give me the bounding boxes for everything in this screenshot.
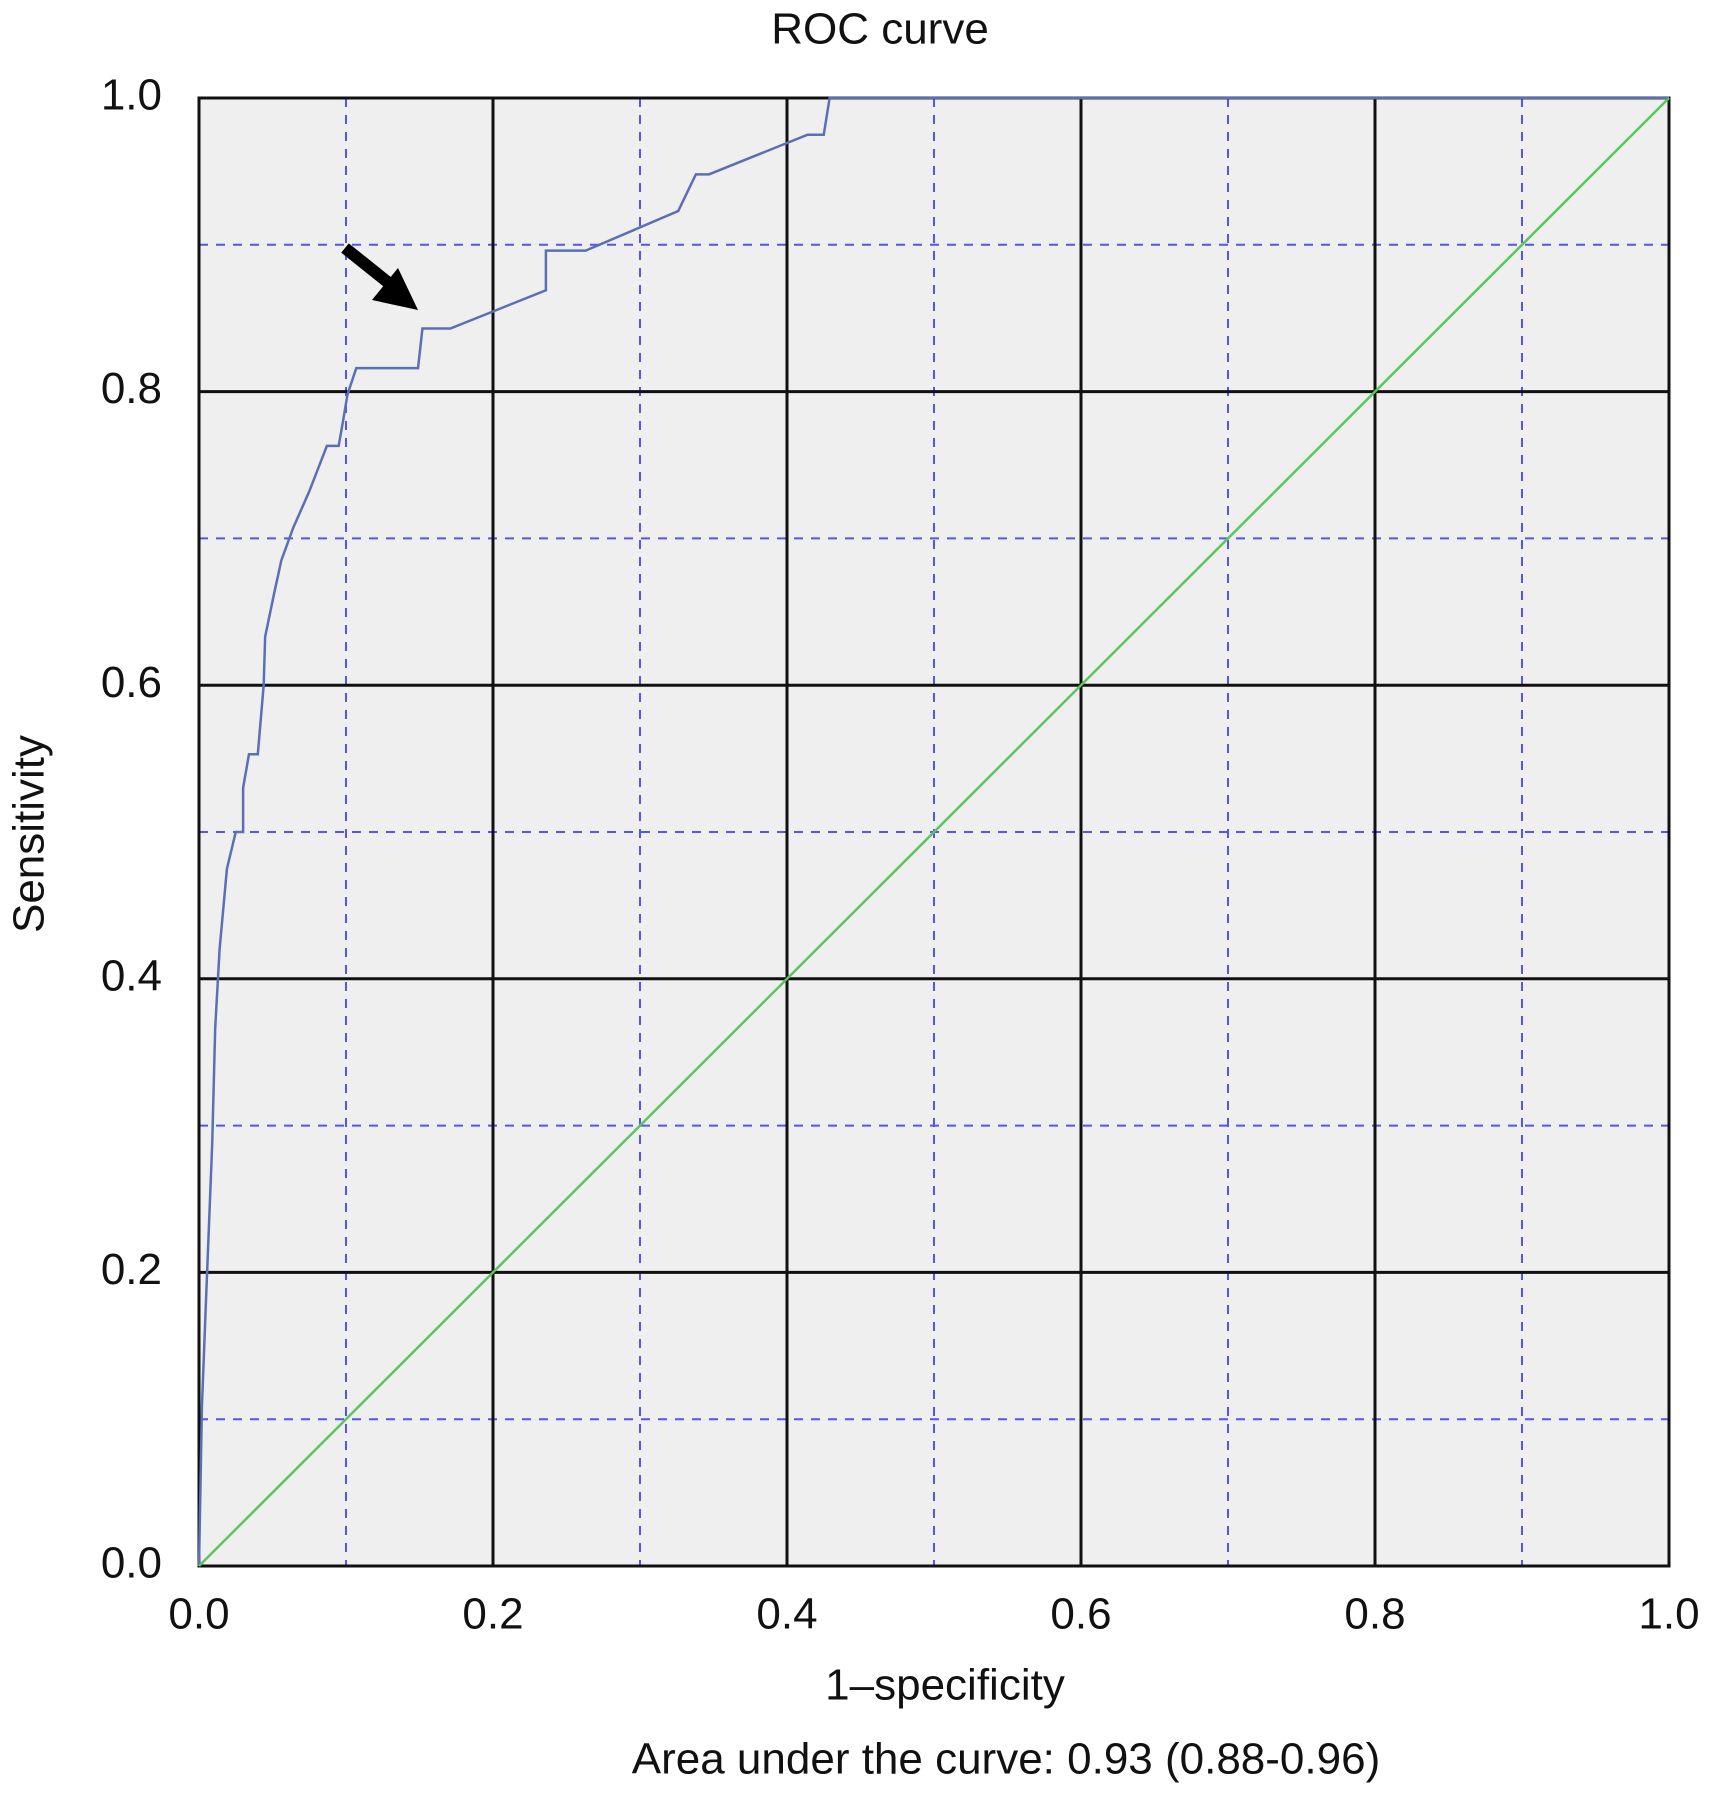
- x-tick-label: 0.8: [1344, 1590, 1405, 1639]
- x-tick-label: 0.2: [462, 1590, 523, 1639]
- x-tick-label: 1.0: [1638, 1590, 1699, 1639]
- x-axis-label: 1–specificity: [825, 1661, 1065, 1710]
- y-tick-label: 1.0: [101, 71, 162, 120]
- y-tick-label: 0.2: [101, 1245, 162, 1294]
- y-tick-label: 0.6: [101, 658, 162, 707]
- chart-title: ROC curve: [771, 5, 989, 54]
- arrow-head: [372, 268, 418, 310]
- y-tick-label: 0.4: [101, 951, 162, 1000]
- arrow-shaft: [341, 243, 399, 293]
- x-tick-label: 0.4: [756, 1590, 817, 1639]
- annotation: Area under the curve: 0.93 (0.88-0.96): [632, 1735, 1380, 1784]
- y-tick-label: 0.8: [101, 364, 162, 413]
- series-line: [198, 97, 1670, 1567]
- x-tick-label: 0.6: [1050, 1590, 1111, 1639]
- series-line: [197, 96, 1669, 1567]
- y-axis-label: Sensitivity: [5, 735, 54, 933]
- x-tick-label: 0.0: [168, 1590, 229, 1639]
- y-tick-label: 0.0: [101, 1539, 162, 1588]
